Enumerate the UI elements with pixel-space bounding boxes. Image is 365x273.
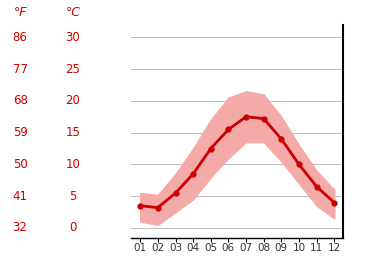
Text: 30: 30 xyxy=(66,31,80,44)
Text: 0: 0 xyxy=(69,221,77,235)
Text: 10: 10 xyxy=(66,158,80,171)
Text: 32: 32 xyxy=(13,221,27,235)
Text: °C: °C xyxy=(65,6,81,19)
Text: 86: 86 xyxy=(13,31,27,44)
Text: 5: 5 xyxy=(69,190,77,203)
Text: °F: °F xyxy=(14,6,27,19)
Text: 59: 59 xyxy=(13,126,27,139)
Text: 68: 68 xyxy=(13,94,27,107)
Text: 20: 20 xyxy=(66,94,80,107)
Text: 25: 25 xyxy=(66,63,80,76)
Text: 15: 15 xyxy=(66,126,80,139)
Text: 50: 50 xyxy=(13,158,27,171)
Text: 41: 41 xyxy=(12,190,28,203)
Text: 77: 77 xyxy=(12,63,28,76)
